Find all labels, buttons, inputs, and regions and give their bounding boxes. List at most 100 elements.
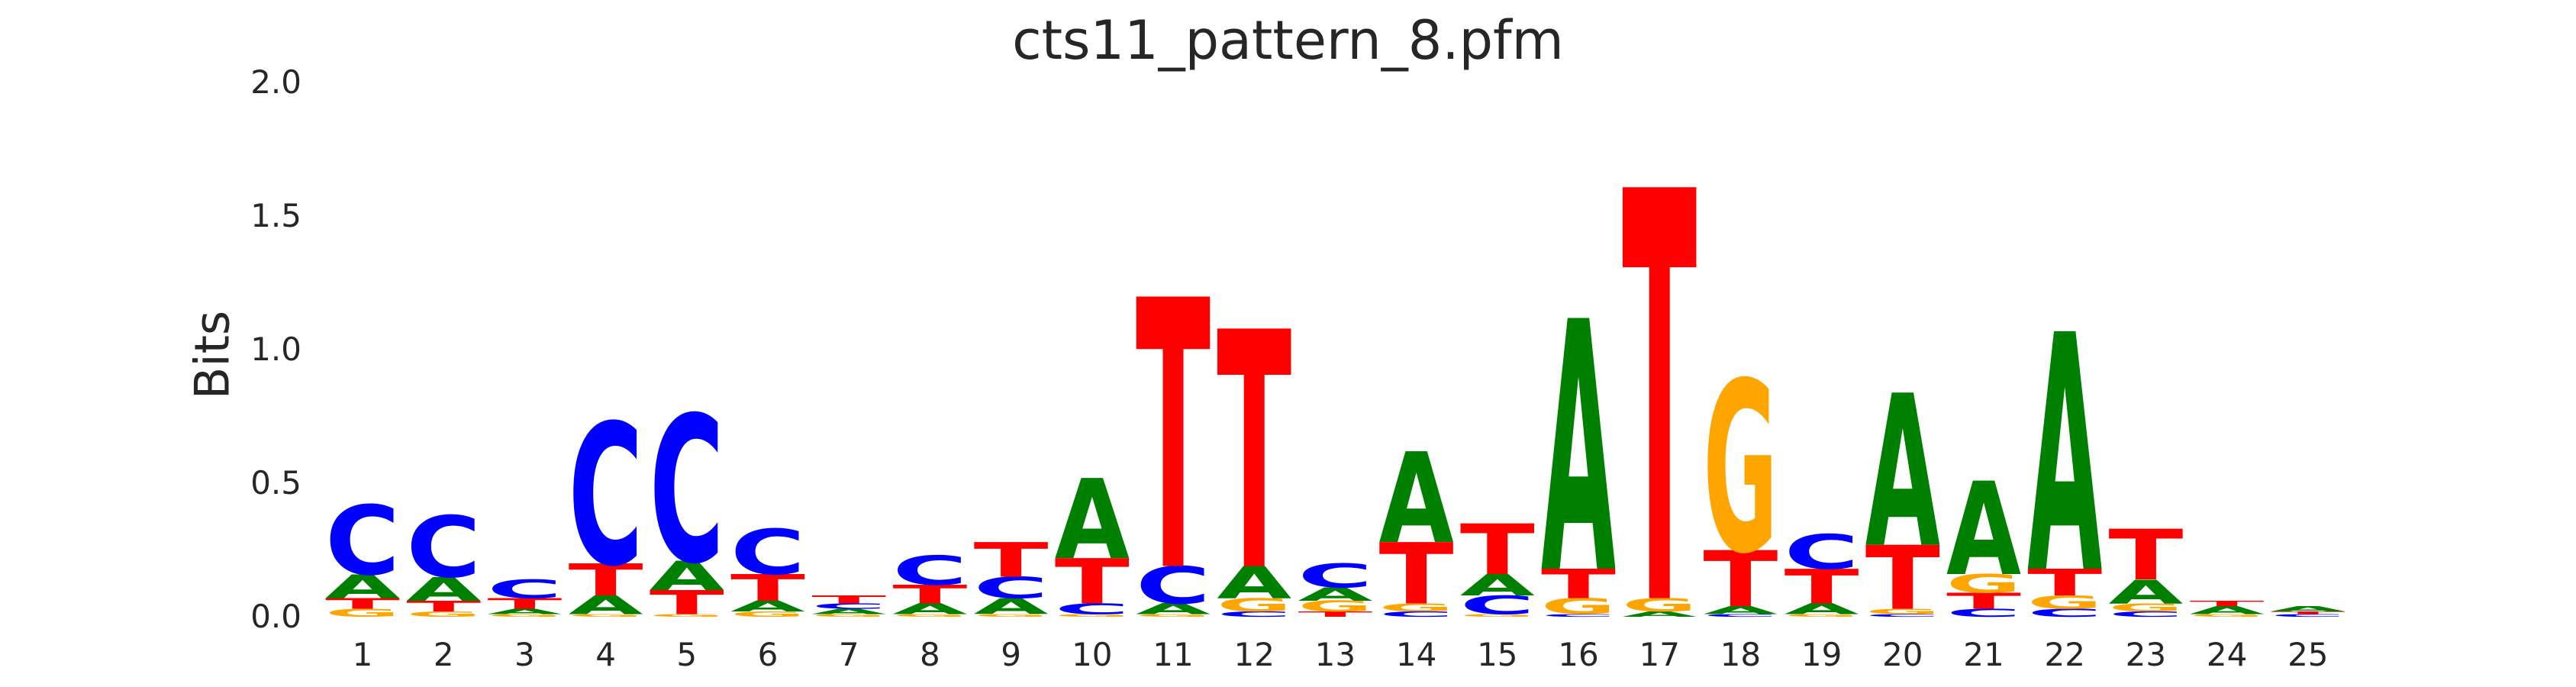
- logo-letter-G: G: [2027, 592, 2102, 614]
- x-tick-label: 24: [2207, 636, 2247, 673]
- logo-letter-T: T: [2108, 515, 2183, 596]
- x-tick-label: 22: [2044, 636, 2084, 673]
- logo-letter-G: G: [2108, 602, 2183, 614]
- logo-letter-T: T: [974, 533, 1049, 589]
- chart-title: cts11_pattern_8.pfm: [1012, 9, 1564, 72]
- y-tick-label: 0.5: [250, 464, 301, 502]
- x-tick-label: 1: [353, 636, 373, 673]
- logo-letter-C: C: [974, 571, 1049, 605]
- logo-letter-G: G: [1703, 333, 1778, 605]
- logo-letter-T: T: [2190, 599, 2265, 608]
- x-tick-label: 6: [758, 636, 779, 673]
- x-tick-label: 14: [1396, 636, 1436, 673]
- logo-letter-C: C: [1460, 590, 1535, 620]
- logo-letter-G: G: [974, 614, 1049, 618]
- logo-letter-A: A: [892, 601, 967, 618]
- logo-letter-G: G: [892, 614, 967, 618]
- x-tick-label: 25: [2287, 636, 2328, 673]
- y-tick-label: 1.5: [250, 197, 301, 234]
- logo-letter-A: A: [1703, 604, 1778, 617]
- x-tick-label: 18: [1720, 636, 1761, 673]
- x-tick-label: 3: [514, 636, 535, 673]
- logo-letter-T: T: [1703, 535, 1778, 624]
- logo-letter-C: C: [1136, 556, 1211, 615]
- logo-letter-C: C: [406, 498, 481, 597]
- logo-letter-C: C: [569, 384, 643, 609]
- logo-letter-T: T: [1460, 510, 1535, 591]
- logo-letter-A: A: [1379, 427, 1454, 572]
- logo-letter-G: G: [406, 610, 481, 618]
- logo-letter-C: C: [1865, 614, 1940, 618]
- x-tick-label: 15: [1477, 636, 1517, 673]
- logo-letter-T: T: [1055, 546, 1130, 618]
- y-tick-label: 0.0: [250, 598, 301, 635]
- logo-letter-T: T: [325, 595, 400, 612]
- logo-letter-C: C: [1379, 610, 1454, 618]
- x-tick-label: 9: [1001, 636, 1021, 673]
- logo-letter-C: C: [2027, 607, 2102, 620]
- logo-letter-G: G: [569, 614, 643, 618]
- logo-letter-T: T: [569, 554, 643, 605]
- y-tick-label: 2.0: [250, 63, 301, 101]
- logo-letter-A: A: [1865, 352, 1940, 595]
- x-tick-label: 17: [1639, 636, 1679, 673]
- logo-letter-T: T: [487, 595, 562, 612]
- letter-stacks: GTACGTACGATCGATCGTACGATCGACTGATCGACTGCTA…: [325, 76, 2346, 687]
- logo-letter-C: C: [325, 486, 400, 597]
- logo-letter-C: C: [1703, 614, 1778, 618]
- x-tick-label: 12: [1233, 636, 1274, 673]
- logo-column: GAT: [2190, 599, 2265, 618]
- logo-letter-G: G: [1460, 614, 1535, 618]
- logo-column: CTA: [2271, 605, 2346, 618]
- x-tick-label: 23: [2126, 636, 2166, 673]
- logo-letter-G: G: [1865, 608, 1940, 616]
- logo-letter-A: A: [1785, 601, 1859, 618]
- x-tick-label: 2: [434, 636, 454, 673]
- x-tick-label: 13: [1315, 636, 1356, 673]
- x-tick-label: 21: [1963, 636, 2004, 673]
- x-tick-label: 11: [1153, 636, 1193, 673]
- logo-letter-G: G: [487, 614, 562, 618]
- logo-letter-G: G: [1379, 602, 1454, 614]
- logo-letter-A: A: [2271, 605, 2346, 613]
- logo-letter-A: A: [1622, 610, 1697, 618]
- x-tick-label: 20: [1882, 636, 1923, 673]
- logo-letter-A: A: [569, 590, 643, 620]
- logo-letter-A: A: [811, 608, 887, 616]
- logo-letter-G: G: [650, 614, 724, 618]
- logo-letter-C: C: [1055, 601, 1130, 618]
- logo-letter-T: T: [2027, 562, 2102, 605]
- x-tick-label: 19: [1801, 636, 1842, 673]
- logo-letter-T: T: [811, 593, 887, 606]
- logo-letter-T: T: [1785, 560, 1859, 615]
- logo-letter-G: G: [1946, 569, 2021, 598]
- logo-letter-C: C: [1946, 607, 2021, 620]
- logo-letter-A: A: [974, 594, 1049, 620]
- logo-letter-C: C: [811, 602, 886, 611]
- logo-letter-T: T: [1217, 264, 1292, 643]
- logo-letter-G: G: [730, 610, 805, 618]
- x-tick-label: 5: [676, 636, 697, 673]
- logo-letter-C: C: [650, 375, 724, 609]
- logo-letter-T: T: [892, 579, 967, 609]
- logo-letter-C: C: [2271, 614, 2345, 618]
- x-tick-label: 4: [595, 636, 616, 673]
- logo-letter-A: A: [1946, 456, 2021, 605]
- logo-letter-T: T: [1622, 76, 1697, 687]
